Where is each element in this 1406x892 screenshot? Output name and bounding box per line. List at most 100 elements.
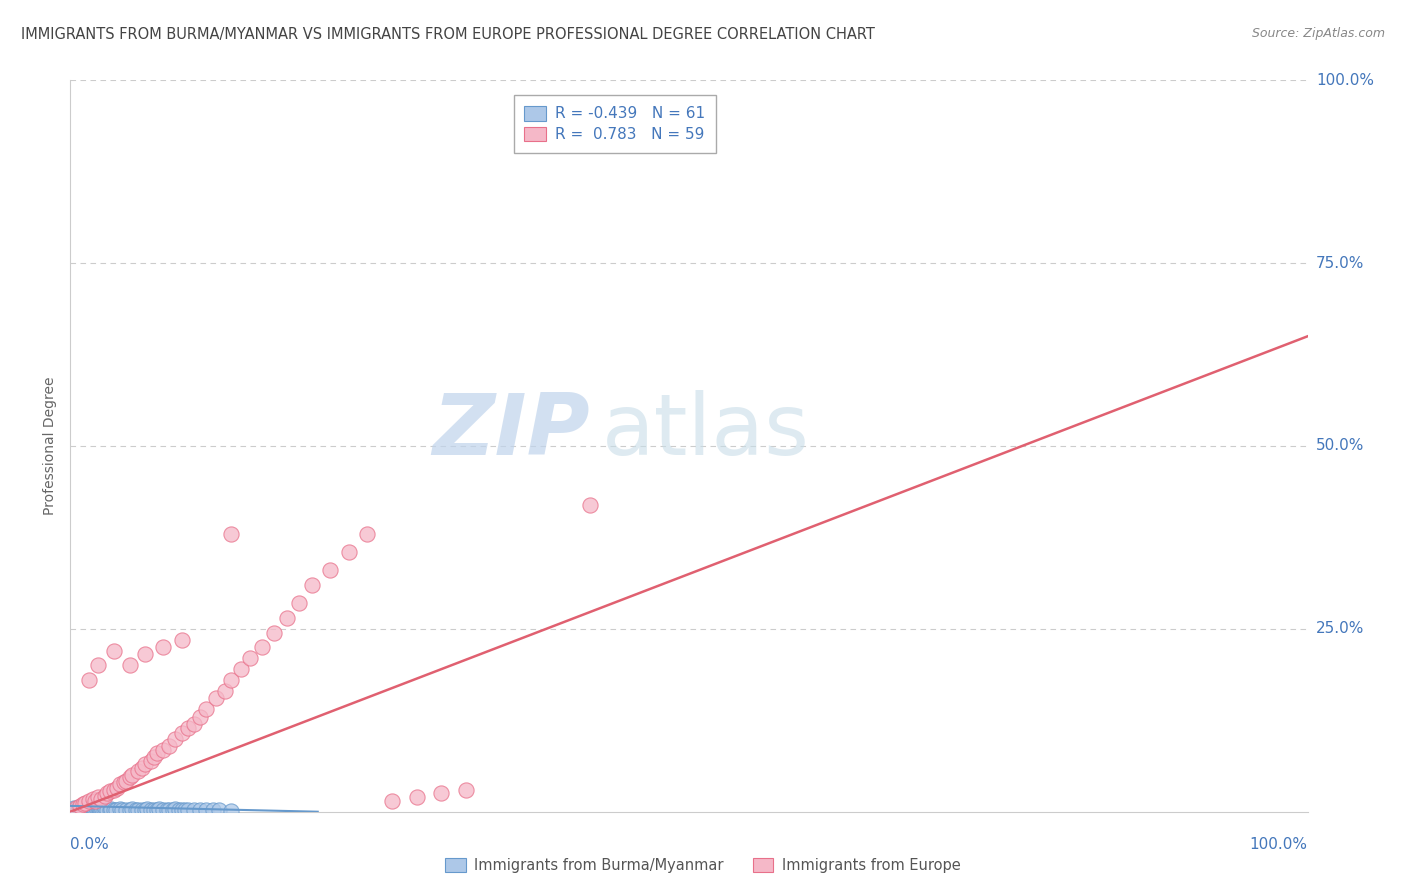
Point <box>100 802 122 816</box>
Point <box>86 790 108 805</box>
Point <box>170 632 193 647</box>
Point <box>219 526 242 541</box>
Point <box>143 749 166 764</box>
Point <box>118 658 141 673</box>
Point <box>301 578 323 592</box>
Text: 75.0%: 75.0% <box>1316 256 1364 270</box>
Point <box>65 803 87 817</box>
Text: atlas: atlas <box>602 390 810 473</box>
Point <box>69 803 91 817</box>
Point <box>105 781 128 796</box>
Point <box>63 801 86 815</box>
Point <box>214 684 236 698</box>
Point <box>73 801 96 815</box>
Point <box>89 803 111 817</box>
Point <box>381 794 404 808</box>
Y-axis label: Professional Degree: Professional Degree <box>44 376 58 516</box>
Point <box>134 757 156 772</box>
Point <box>75 803 97 817</box>
Point <box>98 803 121 817</box>
Point <box>201 803 224 817</box>
Point <box>139 803 162 817</box>
Point <box>127 803 149 817</box>
Point <box>157 803 180 817</box>
Point <box>319 563 342 577</box>
Point <box>125 803 148 817</box>
Point <box>84 801 107 815</box>
Point <box>94 789 117 803</box>
Point <box>121 768 143 782</box>
Point <box>156 803 179 817</box>
Point <box>108 802 131 816</box>
Point <box>288 596 311 610</box>
Point <box>405 790 427 805</box>
Point <box>195 803 218 817</box>
Point <box>127 764 149 779</box>
Point <box>208 803 231 817</box>
Point <box>72 797 94 812</box>
Point <box>136 802 159 816</box>
Text: 50.0%: 50.0% <box>1316 439 1364 453</box>
Point <box>65 802 87 816</box>
Point <box>430 787 453 801</box>
Point <box>75 796 97 810</box>
Point <box>250 640 273 655</box>
Point <box>188 803 211 817</box>
Point <box>139 754 162 768</box>
Point <box>152 803 174 817</box>
Point <box>112 775 135 789</box>
Point <box>456 782 478 797</box>
Point <box>167 803 190 817</box>
Point <box>80 803 103 817</box>
Point <box>98 784 121 798</box>
Point <box>70 802 93 816</box>
Point <box>67 800 90 814</box>
Point <box>183 803 205 817</box>
Point <box>195 702 218 716</box>
Point <box>82 802 104 816</box>
Point <box>69 798 91 813</box>
Point <box>90 791 112 805</box>
Point <box>276 611 298 625</box>
Point <box>93 803 115 817</box>
Point <box>77 803 100 817</box>
Text: Source: ZipAtlas.com: Source: ZipAtlas.com <box>1251 27 1385 40</box>
Point <box>219 673 242 687</box>
Point <box>205 691 228 706</box>
Text: IMMIGRANTS FROM BURMA/MYANMAR VS IMMIGRANTS FROM EUROPE PROFESSIONAL DEGREE CORR: IMMIGRANTS FROM BURMA/MYANMAR VS IMMIGRA… <box>21 27 875 42</box>
Text: 100.0%: 100.0% <box>1250 837 1308 852</box>
Legend: R = -0.439   N = 61, R =  0.783   N = 59: R = -0.439 N = 61, R = 0.783 N = 59 <box>513 95 716 153</box>
Point <box>111 803 134 817</box>
Point <box>174 803 197 817</box>
Point <box>143 803 166 817</box>
Text: 25.0%: 25.0% <box>1316 622 1364 636</box>
Point <box>134 803 156 817</box>
Point <box>105 803 128 817</box>
Point <box>65 801 87 815</box>
Point <box>84 794 107 808</box>
Text: 0.0%: 0.0% <box>70 837 110 852</box>
Point <box>177 721 200 735</box>
Point <box>87 802 110 816</box>
Text: 100.0%: 100.0% <box>1316 73 1374 87</box>
Point <box>170 803 193 817</box>
Point <box>77 794 100 808</box>
Point <box>131 803 153 817</box>
Point <box>76 803 98 817</box>
Point <box>177 803 200 817</box>
Point <box>84 803 107 817</box>
Point <box>146 746 169 760</box>
Point <box>188 709 211 723</box>
Point <box>115 803 138 817</box>
Point <box>86 658 108 673</box>
Point <box>134 648 156 662</box>
Point <box>121 802 143 816</box>
Point <box>77 673 100 687</box>
Point <box>96 787 118 801</box>
Point <box>96 803 118 817</box>
Point <box>75 802 97 816</box>
Point <box>91 802 114 816</box>
Point <box>115 774 138 789</box>
Legend: Immigrants from Burma/Myanmar, Immigrants from Europe: Immigrants from Burma/Myanmar, Immigrant… <box>437 851 969 880</box>
Point <box>82 791 104 805</box>
